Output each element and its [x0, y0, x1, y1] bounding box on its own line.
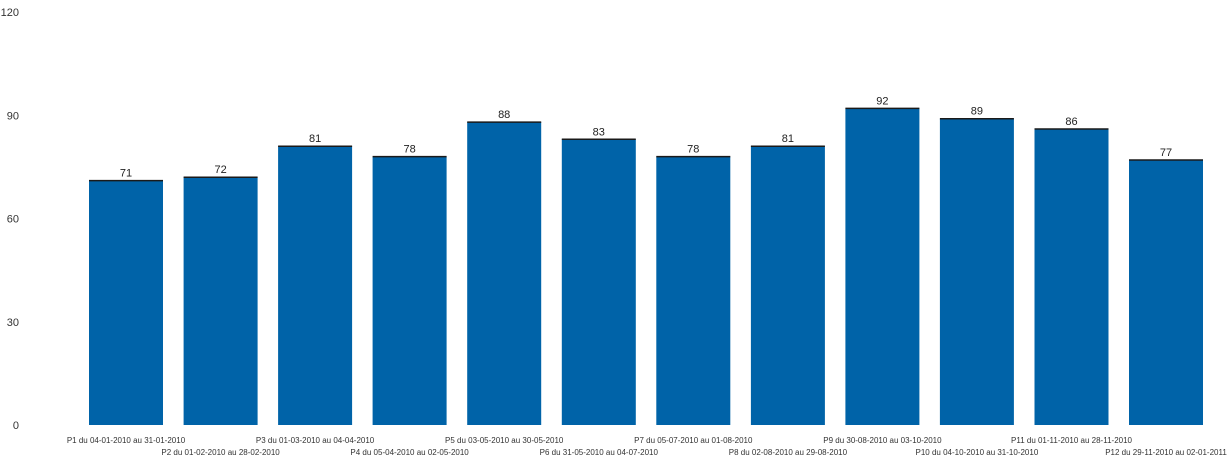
- x-category-label: P4 du 05-04-2010 au 02-05-2010: [350, 448, 469, 457]
- x-category-label: P12 du 29-11-2010 au 02-01-2011: [1105, 448, 1227, 457]
- y-tick-label: 0: [13, 420, 19, 432]
- x-category-label: P6 du 31-05-2010 au 04-07-2010: [540, 448, 659, 457]
- x-category-label: P3 du 01-03-2010 au 04-04-2010: [256, 436, 375, 445]
- bar-value-label: 77: [1160, 147, 1172, 159]
- bar-value-label: 92: [876, 95, 888, 107]
- x-axis: P1 du 04-01-2010 au 31-01-2010 P2 du 01-0…: [67, 436, 1228, 457]
- x-category-label: P10 du 04-10-2010 au 31-10-2010: [916, 448, 1039, 457]
- bar-value-label: 83: [593, 126, 605, 138]
- bar-p5[interactable]: [467, 122, 542, 425]
- value-labels-group: 71 72 81 78 88 83 78 81 92 89 86 77: [120, 95, 1172, 179]
- y-axis: 0 30 60 90 120: [1, 7, 19, 432]
- bar-value-label: 86: [1065, 116, 1077, 128]
- bar-p3[interactable]: [278, 146, 353, 425]
- x-category-label: P8 du 02-08-2010 au 29-08-2010: [729, 448, 848, 457]
- bar-value-label: 81: [309, 133, 321, 145]
- bar-value-label: 71: [120, 168, 132, 180]
- bar-p10[interactable]: [939, 118, 1014, 425]
- x-category-label: P9 du 30-08-2010 au 03-10-2010: [823, 436, 942, 445]
- bar-p1[interactable]: [89, 180, 163, 425]
- bar-p7[interactable]: [656, 156, 731, 425]
- bar-value-label: 72: [214, 164, 226, 176]
- bar-p4[interactable]: [372, 156, 447, 425]
- x-category-label: P7 du 05-07-2010 au 01-08-2010: [634, 436, 753, 445]
- bar-p2[interactable]: [183, 177, 258, 425]
- bar-p11[interactable]: [1034, 129, 1109, 425]
- bar-p12[interactable]: [1129, 160, 1203, 425]
- bar-value-label: 78: [687, 144, 699, 156]
- y-tick-label: 60: [7, 214, 19, 226]
- bars-group: [89, 107, 1203, 426]
- x-category-label: P11 du 01-11-2010 au 28-11-2010: [1011, 436, 1133, 445]
- y-tick-label: 30: [7, 317, 19, 329]
- bar-p8[interactable]: [750, 146, 825, 425]
- bar-value-label: 89: [971, 106, 983, 118]
- bar-value-label: 88: [498, 109, 510, 121]
- bar-p6[interactable]: [561, 139, 636, 426]
- bar-p9[interactable]: [845, 108, 920, 426]
- bar-value-label: 78: [403, 144, 415, 156]
- y-tick-label: 120: [1, 7, 19, 19]
- x-category-label: P5 du 03-05-2010 au 30-05-2010: [445, 436, 564, 445]
- x-category-label: P1 du 04-01-2010 au 31-01-2010: [67, 436, 186, 445]
- bar-value-label: 81: [782, 133, 794, 145]
- x-category-label: P2 du 01-02-2010 au 28-02-2010: [161, 448, 280, 457]
- y-tick-label: 90: [7, 110, 19, 122]
